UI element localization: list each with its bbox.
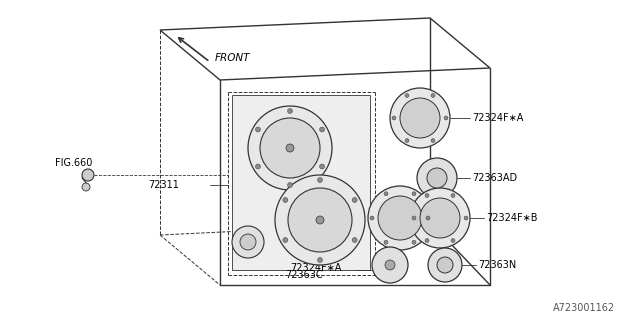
Circle shape <box>390 88 450 148</box>
Circle shape <box>427 168 447 188</box>
Text: 72363C: 72363C <box>285 270 323 280</box>
Circle shape <box>428 248 462 282</box>
Circle shape <box>412 216 416 220</box>
Circle shape <box>275 175 365 265</box>
Circle shape <box>82 183 90 191</box>
Circle shape <box>370 216 374 220</box>
Circle shape <box>368 186 432 250</box>
Text: 72363AD: 72363AD <box>472 173 517 183</box>
Circle shape <box>431 93 435 98</box>
Text: 72324F∗B: 72324F∗B <box>486 213 538 223</box>
Circle shape <box>82 169 94 181</box>
Circle shape <box>255 164 260 169</box>
Circle shape <box>255 127 260 132</box>
Circle shape <box>286 144 294 152</box>
Circle shape <box>319 127 324 132</box>
Circle shape <box>392 116 396 120</box>
Text: FIG.660: FIG.660 <box>55 158 92 168</box>
Circle shape <box>248 106 332 190</box>
Circle shape <box>417 158 457 198</box>
Circle shape <box>352 237 357 243</box>
Circle shape <box>405 139 409 142</box>
Text: FRONT: FRONT <box>215 53 250 63</box>
Circle shape <box>384 240 388 244</box>
Circle shape <box>385 260 395 270</box>
Circle shape <box>260 118 320 178</box>
Circle shape <box>317 258 323 262</box>
Text: 72324F∗A: 72324F∗A <box>290 263 341 273</box>
Circle shape <box>378 196 422 240</box>
Circle shape <box>283 237 288 243</box>
Circle shape <box>425 194 429 197</box>
Circle shape <box>352 197 357 203</box>
Circle shape <box>444 116 448 120</box>
Circle shape <box>287 182 292 188</box>
Circle shape <box>412 240 416 244</box>
Circle shape <box>283 197 288 203</box>
Circle shape <box>384 192 388 196</box>
Circle shape <box>425 238 429 243</box>
Circle shape <box>410 188 470 248</box>
Circle shape <box>437 257 453 273</box>
Circle shape <box>372 247 408 283</box>
Text: 72311: 72311 <box>148 180 179 190</box>
Circle shape <box>451 238 455 243</box>
Circle shape <box>288 188 352 252</box>
Circle shape <box>405 93 409 98</box>
Circle shape <box>319 164 324 169</box>
Circle shape <box>426 216 430 220</box>
Circle shape <box>240 234 256 250</box>
Circle shape <box>431 139 435 142</box>
Circle shape <box>400 98 440 138</box>
Circle shape <box>420 198 460 238</box>
Circle shape <box>316 216 324 224</box>
Circle shape <box>317 178 323 182</box>
Circle shape <box>232 226 264 258</box>
Text: A723001162: A723001162 <box>553 303 615 313</box>
Circle shape <box>464 216 468 220</box>
Circle shape <box>451 194 455 197</box>
Text: 72363N: 72363N <box>478 260 516 270</box>
Polygon shape <box>232 95 370 270</box>
Circle shape <box>287 108 292 114</box>
Text: 72324F∗A: 72324F∗A <box>472 113 524 123</box>
Circle shape <box>412 192 416 196</box>
